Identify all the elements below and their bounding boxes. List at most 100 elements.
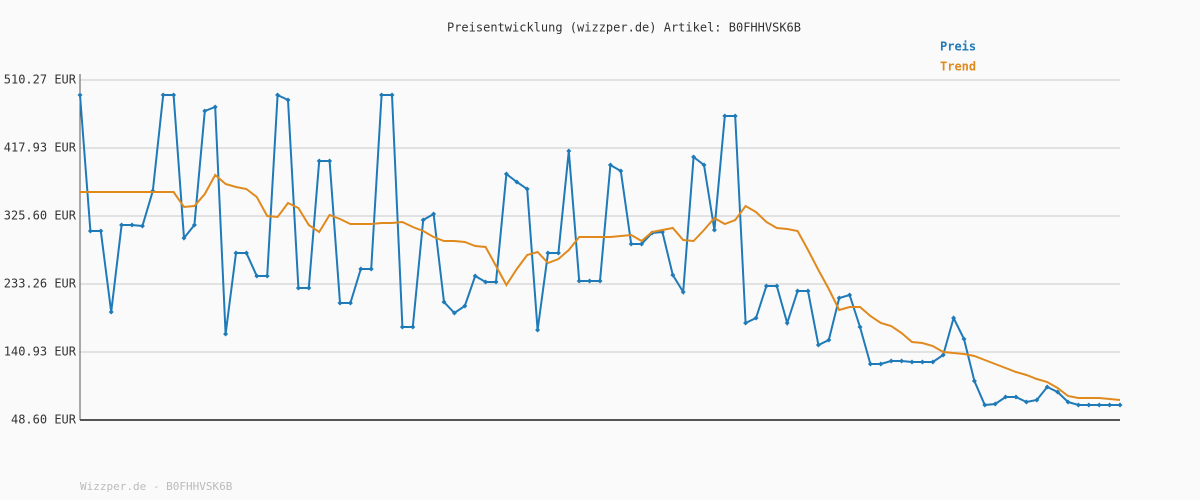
point: [368, 266, 374, 272]
point: [212, 104, 218, 110]
point: [1003, 394, 1009, 400]
point: [784, 320, 790, 326]
legend-label: Preis: [940, 40, 976, 54]
point: [857, 324, 863, 330]
point: [472, 273, 478, 279]
point: [639, 241, 645, 247]
point: [815, 342, 821, 348]
y-tick-label: 510.27 EUR: [4, 73, 77, 87]
point: [1086, 402, 1092, 408]
point: [1044, 384, 1050, 390]
point: [181, 235, 187, 241]
point: [264, 273, 270, 279]
point: [451, 310, 457, 316]
point: [795, 288, 801, 294]
point: [545, 250, 551, 256]
point: [139, 223, 145, 229]
point: [503, 171, 509, 177]
point: [555, 250, 561, 256]
point: [899, 358, 905, 364]
point: [306, 285, 312, 291]
point: [670, 272, 676, 278]
chart-title: Preisentwicklung (wizzper.de) Artikel: B…: [447, 21, 801, 35]
point: [691, 154, 697, 160]
point: [1055, 389, 1061, 395]
point: [399, 324, 405, 330]
point: [587, 278, 593, 284]
point: [961, 336, 967, 342]
point: [171, 92, 177, 98]
point: [878, 361, 884, 367]
point: [940, 352, 946, 358]
point: [129, 222, 135, 228]
point: [836, 295, 842, 301]
y-tick-label: 48.60 EUR: [11, 413, 77, 427]
y-tick-label: 325.60 EUR: [4, 209, 77, 223]
point: [680, 289, 686, 295]
point: [389, 92, 395, 98]
point: [847, 292, 853, 298]
point: [982, 402, 988, 408]
point: [379, 92, 385, 98]
point: [295, 285, 301, 291]
point: [774, 283, 780, 289]
point: [191, 222, 197, 228]
point: [805, 288, 811, 294]
point: [930, 359, 936, 365]
point: [951, 315, 957, 321]
point: [223, 331, 229, 337]
point: [108, 309, 114, 315]
point: [77, 92, 83, 98]
footer: Wizzper.de - B0FHHVSK6B: [80, 480, 233, 493]
point: [971, 378, 977, 384]
point: [243, 250, 249, 256]
point: [233, 250, 239, 256]
point: [316, 158, 322, 164]
point: [1034, 397, 1040, 403]
point: [753, 315, 759, 321]
point: [763, 283, 769, 289]
point: [701, 162, 707, 168]
series-line: [80, 173, 1121, 401]
point: [888, 358, 894, 364]
point: [867, 361, 873, 367]
point: [462, 303, 468, 309]
point: [1013, 394, 1019, 400]
point: [431, 211, 437, 217]
point: [87, 228, 93, 234]
point: [358, 266, 364, 272]
point: [524, 186, 530, 192]
point: [722, 113, 728, 119]
point: [628, 241, 634, 247]
point: [98, 228, 104, 234]
point: [618, 168, 624, 174]
point: [535, 327, 541, 333]
point: [160, 92, 166, 98]
point: [576, 278, 582, 284]
point: [743, 320, 749, 326]
point: [285, 97, 291, 103]
point: [514, 179, 520, 185]
point: [1065, 399, 1071, 405]
point: [483, 279, 489, 285]
point: [420, 217, 426, 223]
point: [732, 113, 738, 119]
point: [347, 300, 353, 306]
point: [711, 227, 717, 233]
point: [597, 278, 603, 284]
point: [1117, 402, 1123, 408]
point: [410, 324, 416, 330]
point: [119, 222, 125, 228]
point: [275, 92, 281, 98]
point: [992, 401, 998, 407]
point: [327, 158, 333, 164]
point: [607, 162, 613, 168]
point: [493, 279, 499, 285]
point: [1096, 402, 1102, 408]
point: [1023, 399, 1029, 405]
point: [337, 300, 343, 306]
legend-label: Trend: [940, 60, 976, 74]
point: [441, 299, 447, 305]
